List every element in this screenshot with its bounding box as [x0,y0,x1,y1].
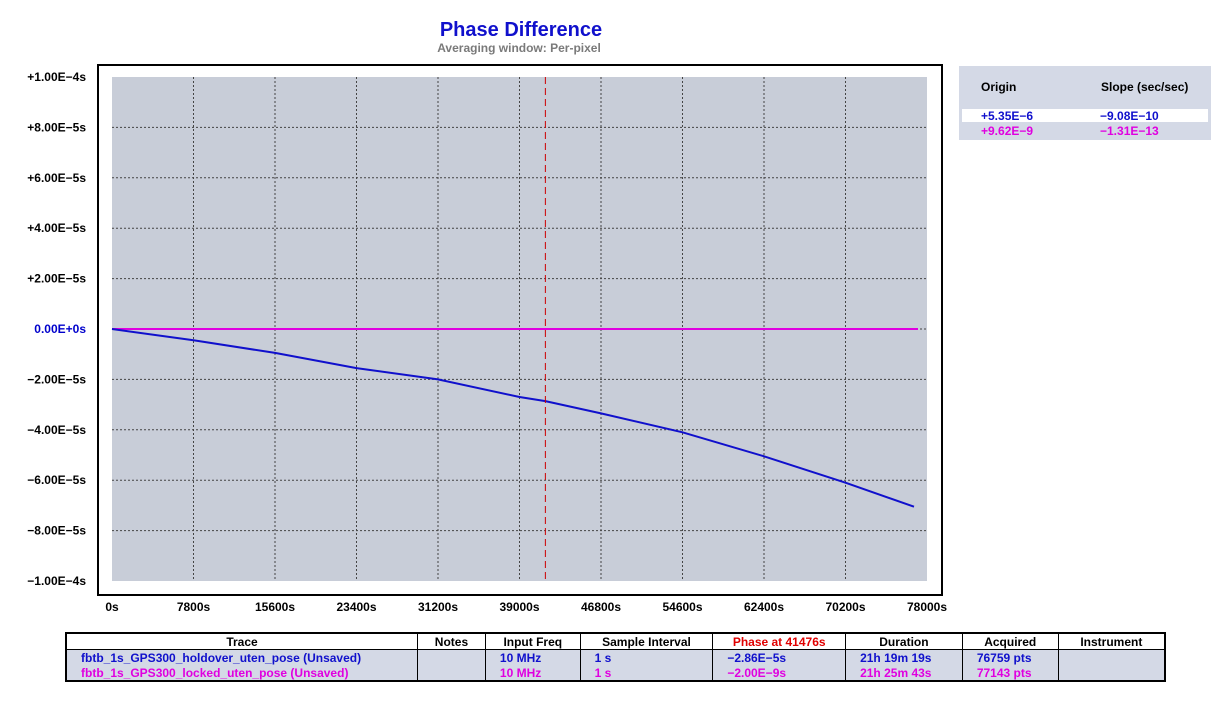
y-tick-label: −4.00E−5s [27,423,86,437]
col-header-sample-interval[interactable]: Sample Interval [579,632,714,650]
y-tick-label: −2.00E−5s [27,372,86,386]
x-tick-label: 46800s [581,600,621,614]
trace-acquired[interactable]: 77143 pts [961,665,1059,682]
trace-table: Trace Notes Input Freq Sample Interval P… [65,632,1166,682]
x-tick-label: 15600s [255,600,295,614]
col-header-acquired[interactable]: Acquired [961,632,1059,650]
col-header-notes[interactable]: Notes [417,632,486,650]
col-header-trace[interactable]: Trace [65,632,419,650]
origin-header: Origin [981,80,1017,94]
x-tick-label: 78000s [907,600,947,614]
trace-sample-interval[interactable]: 1 s [579,649,714,665]
trace-acquired[interactable]: 76759 pts [961,649,1059,665]
col-header-phase[interactable]: Phase at 41476s [712,632,847,650]
y-tick-label: +6.00E−5s [27,171,86,185]
trace-name[interactable]: fbtb_1s_GPS300_holdover_uten_pose (Unsav… [65,649,419,665]
trace-sample-interval[interactable]: 1 s [579,665,714,682]
table-row[interactable]: fbtb_1s_GPS300_holdover_uten_pose (Unsav… [65,649,1166,665]
trace-notes[interactable] [417,649,486,665]
trace-duration[interactable]: 21h 25m 43s [845,665,963,682]
table-row[interactable]: fbtb_1s_GPS300_locked_uten_pose (Unsaved… [65,665,1166,682]
x-tick-labels: 0s 7800s 15600s 23400s 31200s 39000s 46800s 546… [105,600,947,614]
chart-title: Phase Difference [440,19,602,41]
x-tick-label: 0s [105,600,119,614]
trace-table-header: Trace Notes Input Freq Sample Interval P… [65,632,1166,650]
chart-subtitle: Averaging window: Per-pixel [437,41,601,55]
col-header-instrument[interactable]: Instrument [1057,632,1166,650]
x-tick-label: 62400s [744,600,784,614]
y-tick-label: −6.00E−5s [27,473,86,487]
y-tick-label: +1.00E−4s [27,70,86,84]
slope-value: −1.31E−13 [1100,124,1159,138]
regression-row[interactable]: +9.62E−9 −1.31E−13 [962,124,1208,138]
trace-instrument[interactable] [1057,649,1166,665]
col-header-input-freq[interactable]: Input Freq [484,632,581,650]
trace-notes[interactable] [417,665,486,682]
y-tick-label: +2.00E−5s [27,272,86,286]
slope-value: −9.08E−10 [1100,109,1159,123]
regression-panel: Origin Slope (sec/sec) +5.35E−6 −9.08E−1… [959,66,1211,140]
trace-phase[interactable]: −2.00E−9s [712,665,847,682]
slope-header: Slope (sec/sec) [1101,80,1189,94]
y-tick-label: −8.00E−5s [27,524,86,538]
trace-duration[interactable]: 21h 19m 19s [845,649,963,665]
series-line [111,328,915,508]
y-tick-label: −1.00E−4s [27,574,86,588]
col-header-duration[interactable]: Duration [845,632,963,650]
phase-difference-chart: Phase Difference Averaging window: Per-p… [27,19,947,614]
x-tick-label: 23400s [336,600,376,614]
trace-instrument[interactable] [1057,665,1166,682]
origin-value: +9.62E−9 [981,124,1034,138]
y-tick-label: +4.00E−5s [27,221,86,235]
trace-name[interactable]: fbtb_1s_GPS300_locked_uten_pose (Unsaved… [65,665,419,682]
x-tick-label: 7800s [177,600,211,614]
x-tick-label: 70200s [825,600,865,614]
y-tick-labels: +1.00E−4s +8.00E−5s +6.00E−5s +4.00E−5s +2.0… [27,70,86,588]
trace-phase[interactable]: −2.86E−5s [712,649,847,665]
trace-input-freq[interactable]: 10 MHz [484,649,581,665]
origin-value: +5.35E−6 [981,109,1034,123]
trace-input-freq[interactable]: 10 MHz [484,665,581,682]
series-layer [111,328,918,508]
y-tick-label: 0.00E+0s [34,322,86,336]
x-tick-label: 31200s [418,600,458,614]
y-tick-label: +8.00E−5s [27,120,86,134]
x-tick-label: 54600s [662,600,702,614]
x-tick-label: 39000s [499,600,539,614]
regression-row[interactable]: +5.35E−6 −9.08E−10 [962,109,1208,123]
